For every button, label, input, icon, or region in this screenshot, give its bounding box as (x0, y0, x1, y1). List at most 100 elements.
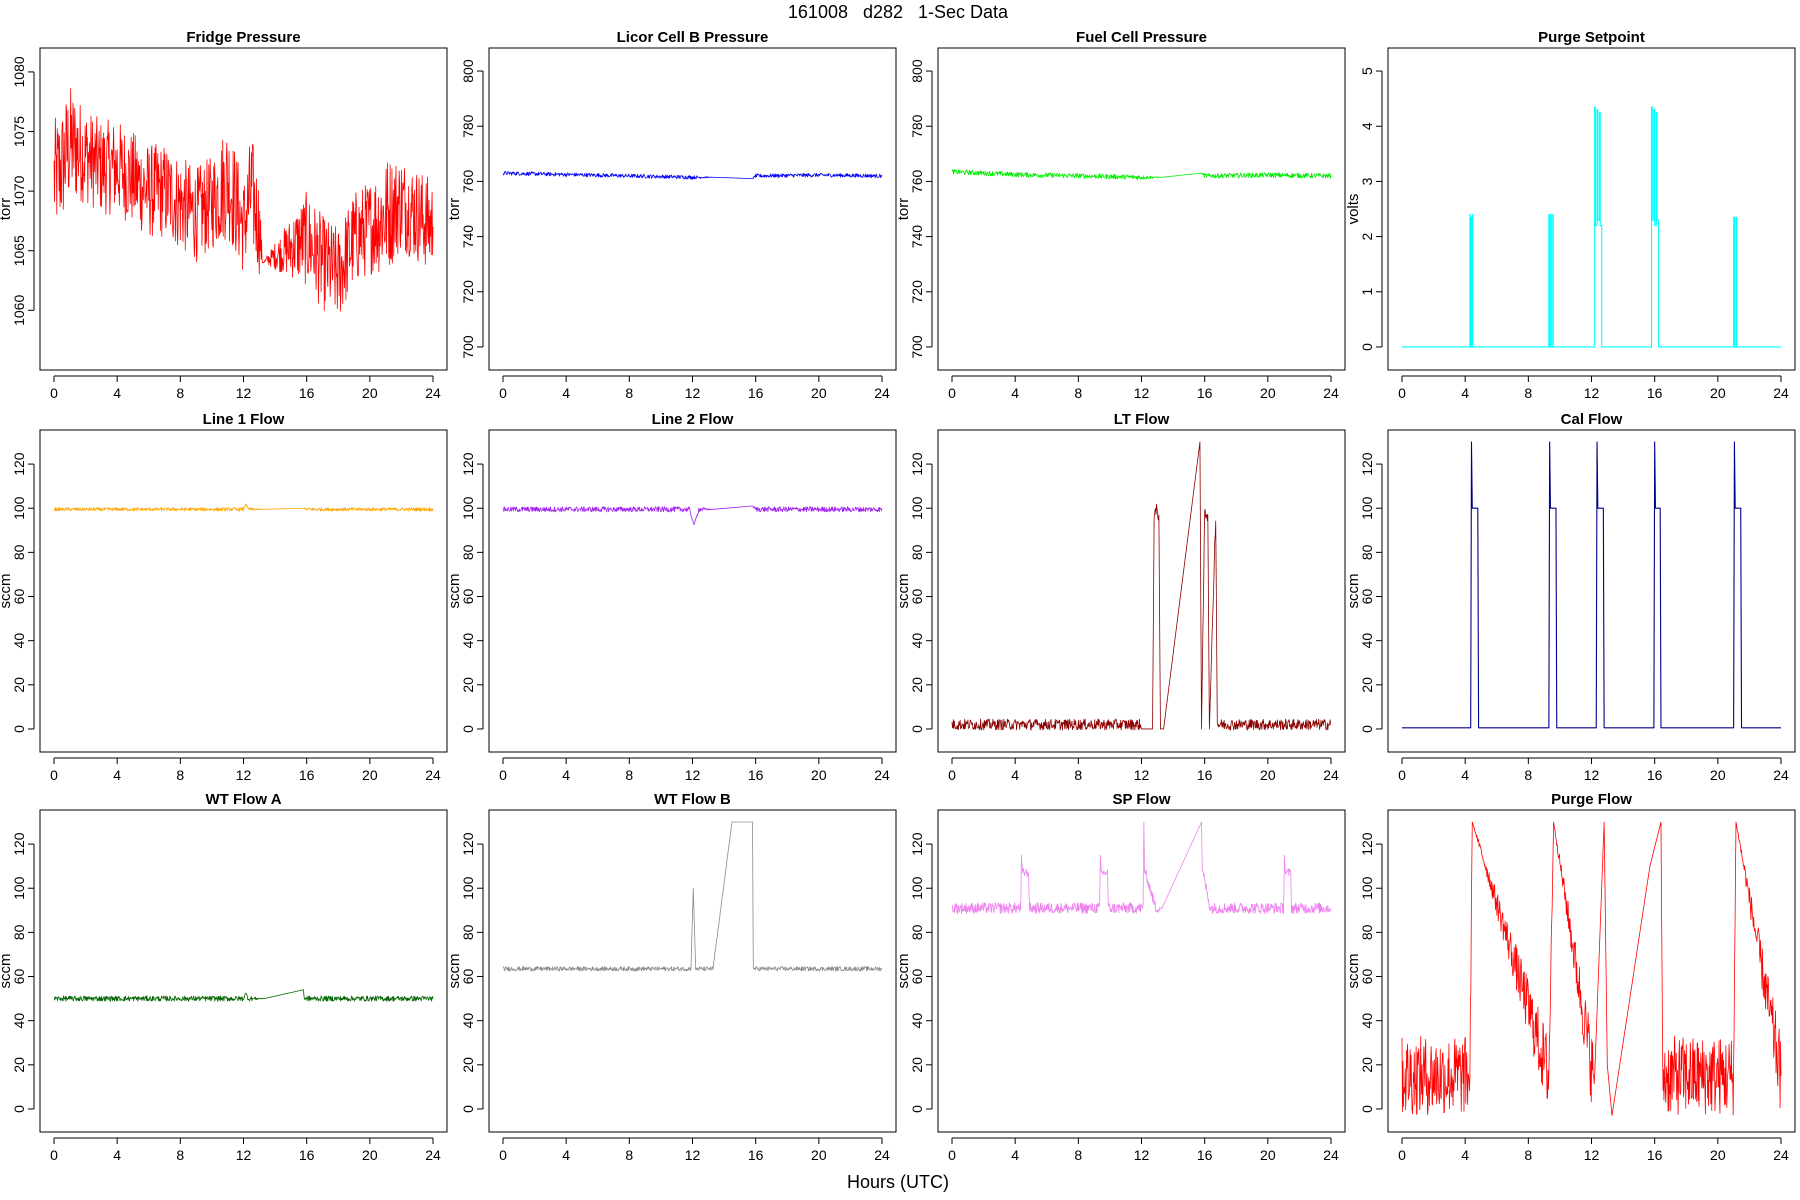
x-tick-label: 0 (948, 1147, 956, 1163)
y-tick-label: 0 (460, 725, 476, 733)
panel-title: Purge Setpoint (1538, 29, 1645, 46)
y-axis-label: sccm (895, 954, 912, 989)
x-tick-label: 0 (499, 767, 507, 783)
x-axis: 0 4 8 12 16 20 24 (50, 1137, 441, 1163)
y-tick-label: 0 (11, 1105, 27, 1113)
y-axis-label: sccm (446, 574, 463, 609)
chart-panel: WT Flow A 0 4 8 12 16 20 24 0 20 40 60 80 100 120 sccm (0, 791, 448, 1163)
x-tick-label: 8 (1074, 767, 1082, 783)
chart-panel: Cal Flow 0 4 8 12 16 20 24 0 20 40 60 80 100 120 sccm (1345, 411, 1796, 783)
series-group (951, 169, 1332, 180)
x-tick-label: 16 (1647, 767, 1663, 783)
x-tick-label: 8 (176, 1147, 184, 1163)
x-tick-label: 24 (1773, 385, 1789, 401)
series-group (951, 441, 1332, 731)
y-tick-label: 100 (909, 496, 925, 520)
x-tick-label: 12 (1134, 767, 1150, 783)
plot-frame (39, 809, 448, 1133)
x-tick-label: 0 (1398, 1147, 1406, 1163)
series-line (53, 503, 434, 512)
panel-title: SP Flow (1112, 791, 1170, 808)
y-tick-label: 0 (909, 1105, 925, 1113)
y-axis-label: torr (0, 198, 14, 221)
chart-panel: Purge Flow 0 4 8 12 16 20 24 0 20 40 60 80 100 120 sccm (1345, 791, 1796, 1163)
x-tick-label: 20 (1710, 385, 1726, 401)
x-tick-label: 24 (425, 767, 441, 783)
panel-title: WT Flow B (654, 791, 731, 808)
y-tick-label: 40 (909, 1013, 925, 1029)
y-tick-label: 720 (909, 280, 925, 304)
series-line (1402, 106, 1781, 348)
y-axis: 0 1 2 3 4 5 (1359, 67, 1383, 351)
x-tick-label: 8 (1074, 1147, 1082, 1163)
x-tick-label: 8 (625, 767, 633, 783)
x-tick-label: 4 (1461, 767, 1469, 783)
x-tick-label: 24 (874, 1147, 890, 1163)
y-tick-label: 700 (460, 335, 476, 359)
y-axis: 1060 1065 1070 1075 1080 (11, 56, 35, 326)
x-axis: 0 4 8 12 16 20 24 (1398, 375, 1789, 401)
y-tick-label: 60 (909, 969, 925, 985)
x-tick-label: 0 (948, 767, 956, 783)
x-tick-label: 24 (874, 767, 890, 783)
plot-frame (1387, 47, 1796, 371)
x-tick-label: 20 (362, 1147, 378, 1163)
y-tick-label: 40 (11, 1013, 27, 1029)
x-tick-label: 16 (748, 385, 764, 401)
y-axis: 0 20 40 60 80 100 120 (909, 452, 933, 733)
y-axis: 0 20 40 60 80 100 120 (460, 452, 484, 733)
panel-title: Fridge Pressure (186, 29, 300, 46)
x-tick-label: 12 (685, 1147, 701, 1163)
y-tick-label: 5 (1359, 67, 1375, 75)
x-tick-label: 24 (425, 385, 441, 401)
series-group (1401, 821, 1782, 1116)
series-group (53, 989, 434, 1002)
y-axis: 0 20 40 60 80 100 120 (11, 832, 35, 1113)
y-tick-label: 120 (1359, 452, 1375, 476)
x-tick-label: 16 (748, 767, 764, 783)
x-axis: 0 4 8 12 16 20 24 (1398, 757, 1789, 783)
x-tick-label: 12 (236, 1147, 252, 1163)
x-tick-label: 24 (1323, 767, 1339, 783)
y-tick-label: 2 (1359, 232, 1375, 240)
y-tick-label: 0 (1359, 725, 1375, 733)
y-tick-label: 4 (1359, 122, 1375, 130)
y-axis: 700 720 740 760 780 800 (909, 59, 933, 359)
y-tick-label: 800 (460, 59, 476, 83)
x-tick-label: 20 (811, 1147, 827, 1163)
chart-panel: SP Flow 0 4 8 12 16 20 24 0 20 40 60 80 100 120 sccm (895, 791, 1346, 1163)
y-tick-label: 20 (460, 677, 476, 693)
x-tick-label: 4 (562, 1147, 570, 1163)
y-tick-label: 80 (11, 924, 27, 940)
x-tick-label: 8 (625, 1147, 633, 1163)
x-tick-label: 16 (1647, 385, 1663, 401)
x-tick-label: 0 (1398, 385, 1406, 401)
y-tick-label: 40 (1359, 633, 1375, 649)
chart-panel: Licor Cell B Pressure 0 4 8 12 16 20 24 700 720 74… (446, 29, 897, 401)
y-tick-label: 80 (1359, 544, 1375, 560)
y-tick-label: 80 (11, 544, 27, 560)
x-tick-label: 12 (685, 767, 701, 783)
y-tick-label: 20 (460, 1057, 476, 1073)
figure-title: 161008 d282 1-Sec Data (788, 2, 1009, 22)
y-tick-label: 20 (11, 677, 27, 693)
y-tick-label: 60 (11, 589, 27, 605)
x-axis: 0 4 8 12 16 20 24 (948, 375, 1339, 401)
x-tick-label: 12 (1584, 767, 1600, 783)
x-tick-label: 12 (1134, 385, 1150, 401)
series-line (1402, 441, 1781, 729)
y-tick-label: 40 (460, 1013, 476, 1029)
x-tick-label: 20 (811, 767, 827, 783)
series-group (1402, 441, 1781, 729)
panel-title: Fuel Cell Pressure (1076, 29, 1207, 46)
plot-frame (488, 429, 897, 753)
x-tick-label: 12 (1584, 385, 1600, 401)
y-tick-label: 80 (909, 544, 925, 560)
x-tick-label: 4 (1011, 767, 1019, 783)
plot-frame (1387, 809, 1796, 1133)
series-line (502, 821, 883, 972)
y-tick-label: 60 (1359, 969, 1375, 985)
x-axis: 0 4 8 12 16 20 24 (499, 1137, 890, 1163)
